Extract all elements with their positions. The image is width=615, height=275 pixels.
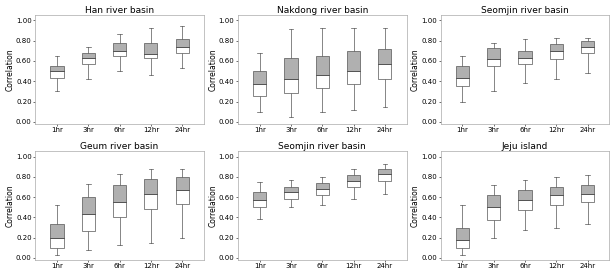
Title: Seomjin river basin: Seomjin river basin [481, 6, 569, 15]
Y-axis label: Correlation: Correlation [411, 48, 420, 91]
Title: Seomjin river basin: Seomjin river basin [279, 142, 366, 151]
Bar [176, 190, 189, 204]
Bar [113, 185, 126, 202]
Bar [378, 64, 391, 79]
Bar [550, 187, 563, 195]
Bar [347, 175, 360, 181]
Bar [145, 179, 157, 194]
Bar [581, 185, 594, 194]
Bar [145, 43, 157, 54]
Bar [315, 56, 329, 75]
Bar [518, 58, 531, 64]
Bar [253, 71, 266, 84]
Y-axis label: Correlation: Correlation [411, 185, 420, 227]
Bar [50, 71, 63, 78]
Bar [347, 71, 360, 84]
Bar [550, 195, 563, 205]
Bar [253, 84, 266, 97]
Bar [581, 47, 594, 53]
Title: Geum river basin: Geum river basin [81, 142, 159, 151]
Bar [550, 44, 563, 51]
Bar [285, 79, 298, 94]
Bar [253, 200, 266, 207]
Bar [285, 192, 298, 199]
Bar [50, 238, 63, 248]
Y-axis label: Correlation: Correlation [6, 185, 15, 227]
Bar [487, 207, 500, 221]
Bar [378, 169, 391, 174]
Bar [378, 49, 391, 64]
Bar [82, 58, 95, 64]
Bar [347, 181, 360, 187]
Bar [518, 200, 531, 210]
Y-axis label: Correlation: Correlation [6, 48, 15, 91]
Bar [176, 39, 189, 47]
Bar [176, 47, 189, 53]
Bar [113, 51, 126, 56]
Bar [50, 224, 63, 238]
Bar [487, 48, 500, 59]
Bar [487, 59, 500, 66]
Bar [145, 54, 157, 58]
Title: Nakdong river basin: Nakdong river basin [277, 6, 368, 15]
Bar [253, 192, 266, 200]
Bar [550, 51, 563, 59]
Bar [518, 190, 531, 200]
Bar [285, 187, 298, 192]
Bar [113, 43, 126, 51]
Bar [315, 183, 329, 189]
Bar [145, 194, 157, 209]
Bar [456, 66, 469, 78]
Y-axis label: Correlation: Correlation [208, 48, 217, 91]
Bar [581, 194, 594, 202]
Y-axis label: Correlation: Correlation [208, 185, 217, 227]
Title: Jeju island: Jeju island [502, 142, 548, 151]
Bar [581, 41, 594, 47]
Bar [347, 51, 360, 71]
Title: Han river basin: Han river basin [85, 6, 154, 15]
Bar [315, 189, 329, 195]
Bar [50, 66, 63, 71]
Bar [518, 51, 531, 58]
Bar [82, 214, 95, 230]
Bar [456, 227, 469, 240]
Bar [456, 240, 469, 248]
Bar [82, 197, 95, 214]
Bar [176, 177, 189, 190]
Bar [315, 75, 329, 88]
Bar [82, 53, 95, 58]
Bar [285, 58, 298, 79]
Bar [487, 195, 500, 207]
Bar [378, 174, 391, 181]
Bar [456, 78, 469, 86]
Bar [113, 202, 126, 217]
